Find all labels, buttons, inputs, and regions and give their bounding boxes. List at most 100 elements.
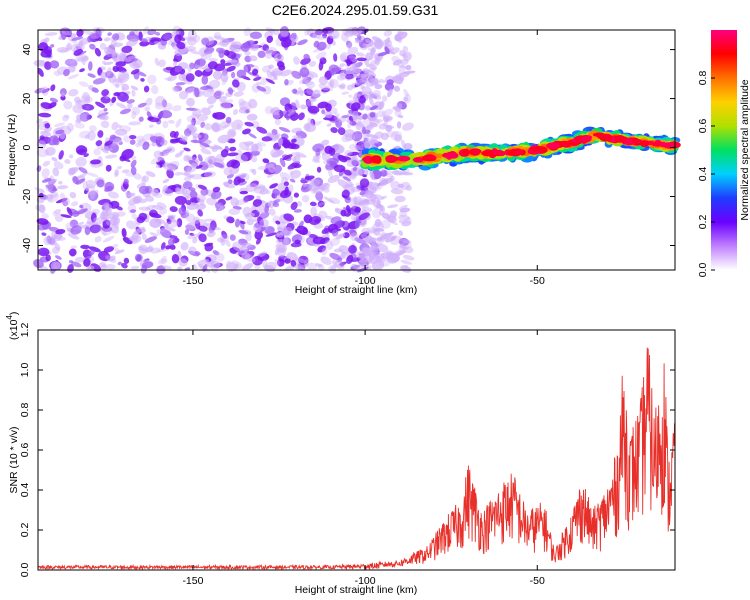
spectrogram-noise-blob — [76, 29, 84, 37]
spectrogram-noise-blob — [317, 245, 327, 253]
spectrogram-ridge-blob — [397, 155, 411, 162]
spectrogram-noise-blob — [349, 197, 355, 202]
spectrogram-noise-blob — [227, 128, 237, 138]
spectrogram-noise-blob — [67, 233, 80, 240]
spectrogram-noise-blob — [253, 76, 262, 81]
spectrogram-noise-blob — [117, 72, 130, 84]
spectrogram-noise-blob — [206, 95, 217, 105]
spectrogram-noise-blob — [383, 115, 394, 121]
spectrogram-noise-blob — [327, 168, 333, 179]
spectrogram-noise-blob — [84, 96, 91, 104]
spectrogram-noise-blob — [380, 232, 393, 240]
spectrogram-noise-blob — [256, 251, 267, 258]
spectrogram-noise-blob — [313, 40, 320, 48]
spectrogram-noise-blob — [303, 88, 314, 97]
spectrogram-noise-blob — [68, 89, 79, 97]
spectrogram-noise-blob — [206, 85, 213, 90]
spectrogram-noise-blob — [85, 186, 90, 191]
spectrogram-noise-blob — [322, 160, 331, 166]
spectrogram-ridge-blob — [385, 155, 397, 163]
spectrogram-noise-blob — [275, 220, 281, 225]
spectrogram-noise-blob — [107, 32, 112, 36]
spectrogram-noise-blob — [186, 115, 195, 123]
spectrogram-noise-blob — [286, 142, 297, 150]
snr-y-tick-label: 0.8 — [19, 403, 31, 418]
spectrogram-noise-blob — [321, 109, 326, 115]
spectrogram-noise-blob — [154, 218, 166, 224]
spectrogram-noise-blob — [115, 83, 120, 89]
spectrogram-ridge-blob — [448, 152, 459, 159]
spectrogram-noise-blob — [97, 130, 104, 138]
spectrogram-noise-blob — [196, 203, 207, 211]
spectrogram-noise-blob — [210, 190, 222, 200]
spectrogram-noise-blob — [192, 64, 205, 70]
spectrogram-noise-blob — [174, 152, 183, 158]
spectrogram-noise-blob — [129, 31, 135, 36]
spectrogram-noise-blob — [139, 40, 150, 47]
spectrogram-noise-blob — [308, 215, 322, 226]
spectrogram-noise-blob — [348, 245, 357, 254]
colorbar: 0.0 0.2 0.4 0.6 0.8 Normalized spectral ampl… — [697, 30, 750, 277]
spectrogram-noise-blob — [350, 133, 356, 141]
spectrogram-noise-blob — [358, 212, 370, 221]
spectrogram-noise-blob — [103, 46, 113, 55]
spectrogram-noise-blob — [196, 113, 209, 122]
spectrogram-noise-blob — [332, 259, 338, 268]
spectrogram-noise-blob — [136, 135, 144, 144]
spectrogram-noise-blob — [203, 242, 214, 247]
spectrogram-noise-blob — [66, 207, 73, 217]
spectrogram-noise-blob — [204, 155, 217, 166]
spectrogram-noise-blob — [354, 98, 360, 103]
spectrogram-noise-blob — [127, 103, 133, 109]
spectrogram-noise-blob — [213, 32, 222, 40]
spectrogram-ridge-blob — [561, 140, 571, 148]
spectrogram-noise-blob — [174, 34, 182, 44]
spectrogram-noise-blob — [90, 212, 97, 223]
spectrogram-noise-blob — [115, 61, 126, 67]
spectrogram-noise-blob — [74, 54, 87, 62]
spectrogram-noise-blob — [387, 204, 399, 209]
spectrogram-noise-blob — [87, 61, 93, 71]
spectrogram-noise-blob — [50, 84, 56, 92]
spectrogram-noise-blob — [157, 156, 165, 163]
spectrogram-noise-blob — [385, 131, 399, 138]
spectrogram-noise-blob — [128, 197, 140, 206]
spectrogram-noise-blob — [141, 233, 147, 241]
spectrogram-noise-blob — [337, 154, 348, 163]
spectrogram-noise-blob — [243, 212, 256, 218]
spectrogram-noise-blob — [62, 114, 69, 122]
spectrogram-noise-blob — [272, 188, 280, 196]
spectrogram-noise-blob — [294, 152, 307, 158]
spectrogram-noise-blob — [363, 133, 370, 144]
spectrogram-noise-blob — [145, 171, 156, 178]
spectrogram-noise-blob — [42, 160, 51, 167]
colorbar-tick-label: 0.8 — [697, 71, 709, 86]
spectrogram-noise-blob — [361, 119, 372, 129]
spectrogram-noise-blob — [279, 26, 289, 36]
spectrogram-noise-blob — [328, 264, 337, 274]
spectrogram-noise-blob — [79, 68, 85, 73]
spectrogram-noise-blob — [154, 57, 160, 66]
spectrogram-noise-blob — [160, 242, 166, 251]
spectrogram-ridge-blob — [491, 148, 498, 155]
spectrogram-noise-blob — [162, 150, 169, 157]
spectrogram-noise-blob — [277, 54, 282, 60]
spectrogram-noise-blob — [40, 130, 52, 137]
spectrogram-noise-blob — [253, 222, 262, 233]
spectrogram-noise-blob — [398, 64, 406, 75]
spectrogram-noise-blob — [402, 70, 416, 75]
spectrogram-noise-blob — [162, 178, 170, 184]
spectrogram-noise-blob — [219, 95, 227, 102]
spectrogram-noise-blob — [371, 260, 385, 271]
spectrogram-noise-blob — [37, 247, 50, 257]
spectrogram-noise-blob — [121, 169, 130, 174]
spectrogram-noise-blob — [293, 56, 300, 65]
spectrogram-noise-blob — [252, 168, 257, 175]
spectrogram-noise-blob — [173, 60, 178, 67]
spectrogram-noise-blob — [379, 206, 386, 216]
spectrogram-noise-blob — [390, 180, 401, 190]
spectrogram-noise-blob — [68, 260, 74, 264]
spectrogram-noise-blob — [347, 151, 359, 156]
spectrogram-noise-blob — [337, 73, 347, 81]
spectrogram-noise-blob — [212, 250, 220, 256]
